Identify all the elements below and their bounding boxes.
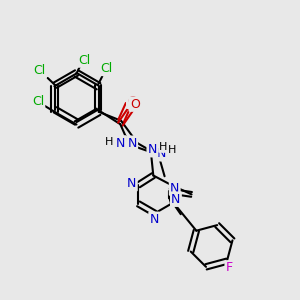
Text: H: H — [159, 142, 168, 152]
Text: N: N — [116, 136, 126, 150]
Text: H: H — [117, 137, 125, 147]
Text: O: O — [130, 98, 140, 111]
Text: Cl: Cl — [34, 64, 46, 77]
Text: H: H — [105, 136, 113, 147]
Text: Cl: Cl — [100, 62, 112, 75]
Text: Cl: Cl — [78, 53, 90, 67]
Text: N: N — [171, 193, 181, 206]
Text: N: N — [149, 213, 159, 226]
Text: N: N — [148, 143, 157, 156]
Text: F: F — [226, 261, 233, 274]
Text: N: N — [170, 182, 179, 195]
Text: N: N — [127, 177, 136, 190]
Text: H: H — [168, 145, 176, 155]
Text: N: N — [128, 137, 137, 150]
Text: N: N — [156, 147, 166, 160]
Text: Cl: Cl — [32, 95, 44, 108]
Text: O: O — [127, 95, 137, 108]
